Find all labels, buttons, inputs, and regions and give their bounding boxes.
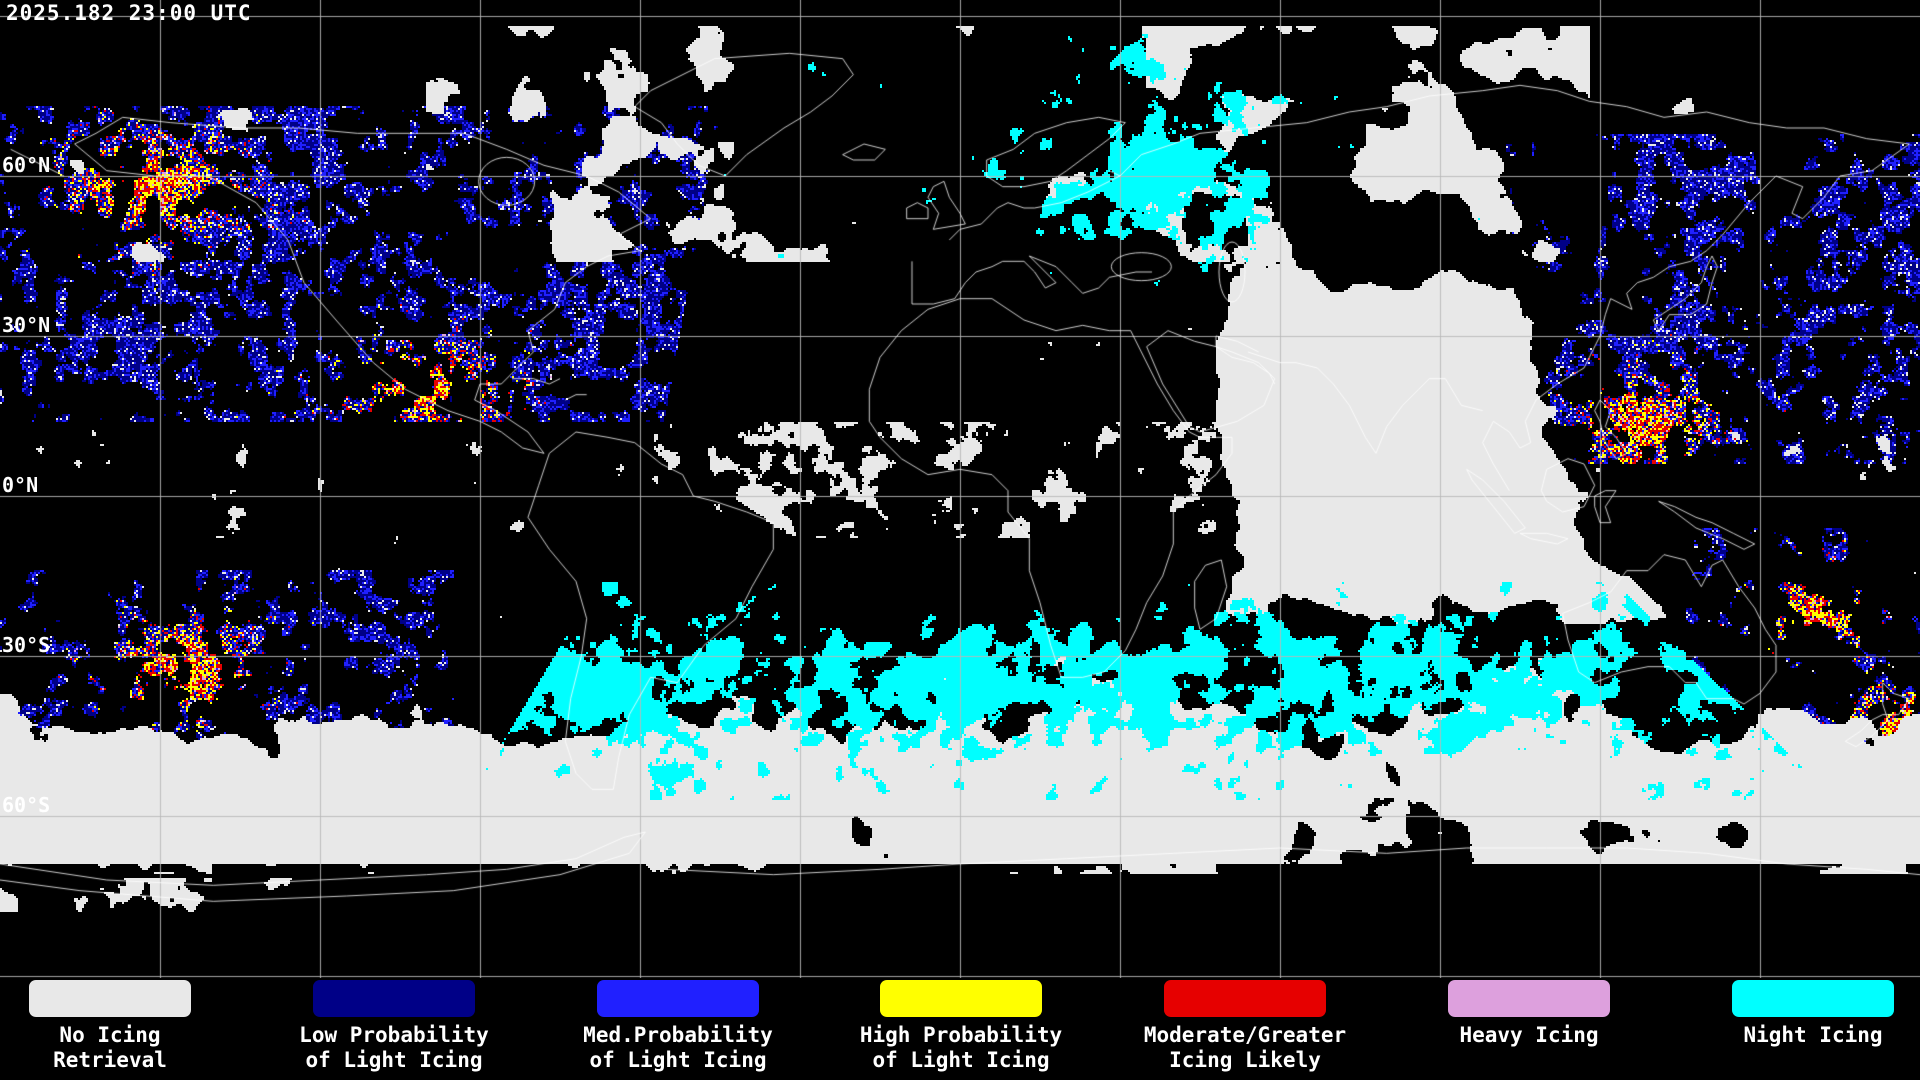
legend: No Icing Retrieval Low Probability of Li…: [0, 978, 1920, 1080]
legend-item-no-icing-retrieval: No Icing Retrieval: [0, 980, 260, 1073]
legend-label-line1: Night Icing: [1743, 1023, 1883, 1047]
legend-label-line1: High Probability: [859, 1023, 1063, 1047]
legend-label-line2: of Light Icing: [305, 1048, 483, 1072]
latitude-label-0n: 0°N: [2, 473, 39, 497]
latitude-label-60n: 60°N: [2, 153, 51, 177]
legend-swatch-high-probability: [880, 980, 1042, 1017]
legend-item-moderate-greater: Moderate/Greater Icing Likely: [1095, 980, 1395, 1073]
legend-label-line2: of Light Icing: [872, 1048, 1050, 1072]
legend-item-heavy-icing: Heavy Icing: [1379, 980, 1679, 1048]
legend-swatch-moderate-greater: [1164, 980, 1326, 1017]
legend-label-line1: Moderate/Greater: [1143, 1023, 1347, 1047]
legend-item-med-probability: Med.Probability of Light Icing: [528, 980, 828, 1073]
legend-label-line2: Retrieval: [53, 1048, 167, 1072]
legend-label-line2: of Light Icing: [589, 1048, 767, 1072]
timestamp: 2025.182 23:00 UTC: [6, 1, 252, 25]
legend-label-line2: Icing Likely: [1169, 1048, 1321, 1072]
legend-swatch-low-probability: [313, 980, 475, 1017]
legend-label-line1: Heavy Icing: [1459, 1023, 1599, 1047]
legend-item-night-icing: Night Icing: [1663, 980, 1920, 1048]
latitude-label-60s: 60°S: [2, 793, 51, 817]
legend-swatch-med-probability: [597, 980, 759, 1017]
legend-label-line1: No Icing: [59, 1023, 161, 1047]
legend-swatch-night-icing: [1732, 980, 1894, 1017]
legend-label-line1: Low Probability: [299, 1023, 489, 1047]
latitude-label-30n: 30°N: [2, 313, 51, 337]
legend-item-low-probability: Low Probability of Light Icing: [244, 980, 544, 1073]
global-icing-map: 2025.182 23:00 UTC 60°N 30°N 0°N 30°S 60…: [0, 0, 1920, 978]
legend-item-high-probability: High Probability of Light Icing: [811, 980, 1111, 1073]
grid-coastline-layer: [0, 0, 1920, 978]
latitude-label-30s: 30°S: [2, 633, 51, 657]
legend-label-line1: Med.Probability: [583, 1023, 773, 1047]
legend-swatch-heavy-icing: [1448, 980, 1610, 1017]
legend-swatch-no-icing-retrieval: [29, 980, 191, 1017]
